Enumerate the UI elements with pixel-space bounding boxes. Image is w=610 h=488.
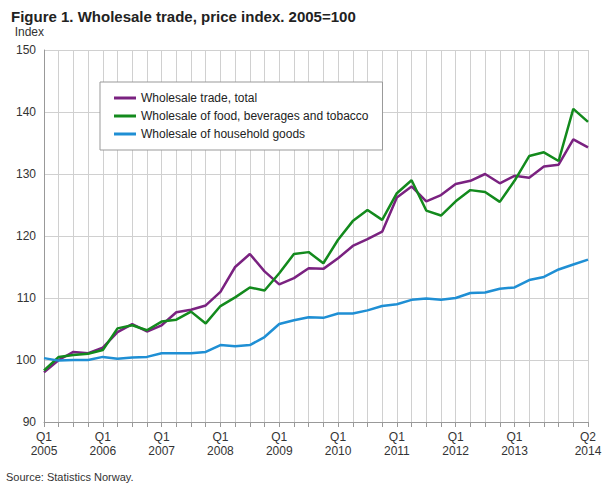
svg-text:Q1: Q1 [448,430,464,444]
svg-text:Q1: Q1 [271,430,287,444]
svg-text:2014: 2014 [575,444,602,458]
svg-text:Source: Statistics Norway.: Source: Statistics Norway. [6,471,134,483]
svg-text:Index: Index [15,25,44,39]
svg-text:Figure 1. Wholesale trade, pri: Figure 1. Wholesale trade, price index. … [11,8,356,25]
svg-text:2007: 2007 [148,444,175,458]
svg-text:2005: 2005 [31,444,58,458]
svg-text:130: 130 [16,167,36,181]
svg-text:110: 110 [17,291,36,305]
svg-text:2011: 2011 [384,444,410,458]
svg-text:90: 90 [23,415,37,429]
svg-text:Q1: Q1 [212,430,228,444]
svg-text:Q2: Q2 [580,430,596,444]
svg-text:Wholesale of food, beverages a: Wholesale of food, beverages and tobacco [141,109,369,123]
svg-text:2006: 2006 [89,444,116,458]
svg-text:2013: 2013 [501,444,528,458]
svg-text:100: 100 [16,353,36,367]
svg-text:Q1: Q1 [506,430,522,444]
svg-text:150: 150 [16,43,36,57]
svg-text:Q1: Q1 [95,430,111,444]
svg-text:2010: 2010 [325,444,352,458]
svg-text:Q1: Q1 [154,430,170,444]
svg-text:Q1: Q1 [389,430,405,444]
svg-text:2009: 2009 [266,444,293,458]
svg-text:Q1: Q1 [36,430,52,444]
svg-text:Q1: Q1 [330,430,346,444]
svg-text:120: 120 [16,229,36,243]
svg-text:Wholesale trade, total: Wholesale trade, total [141,91,257,105]
svg-text:2008: 2008 [207,444,234,458]
svg-text:140: 140 [16,105,36,119]
svg-text:Wholesale of household goods: Wholesale of household goods [141,127,305,141]
svg-text:2012: 2012 [442,444,469,458]
